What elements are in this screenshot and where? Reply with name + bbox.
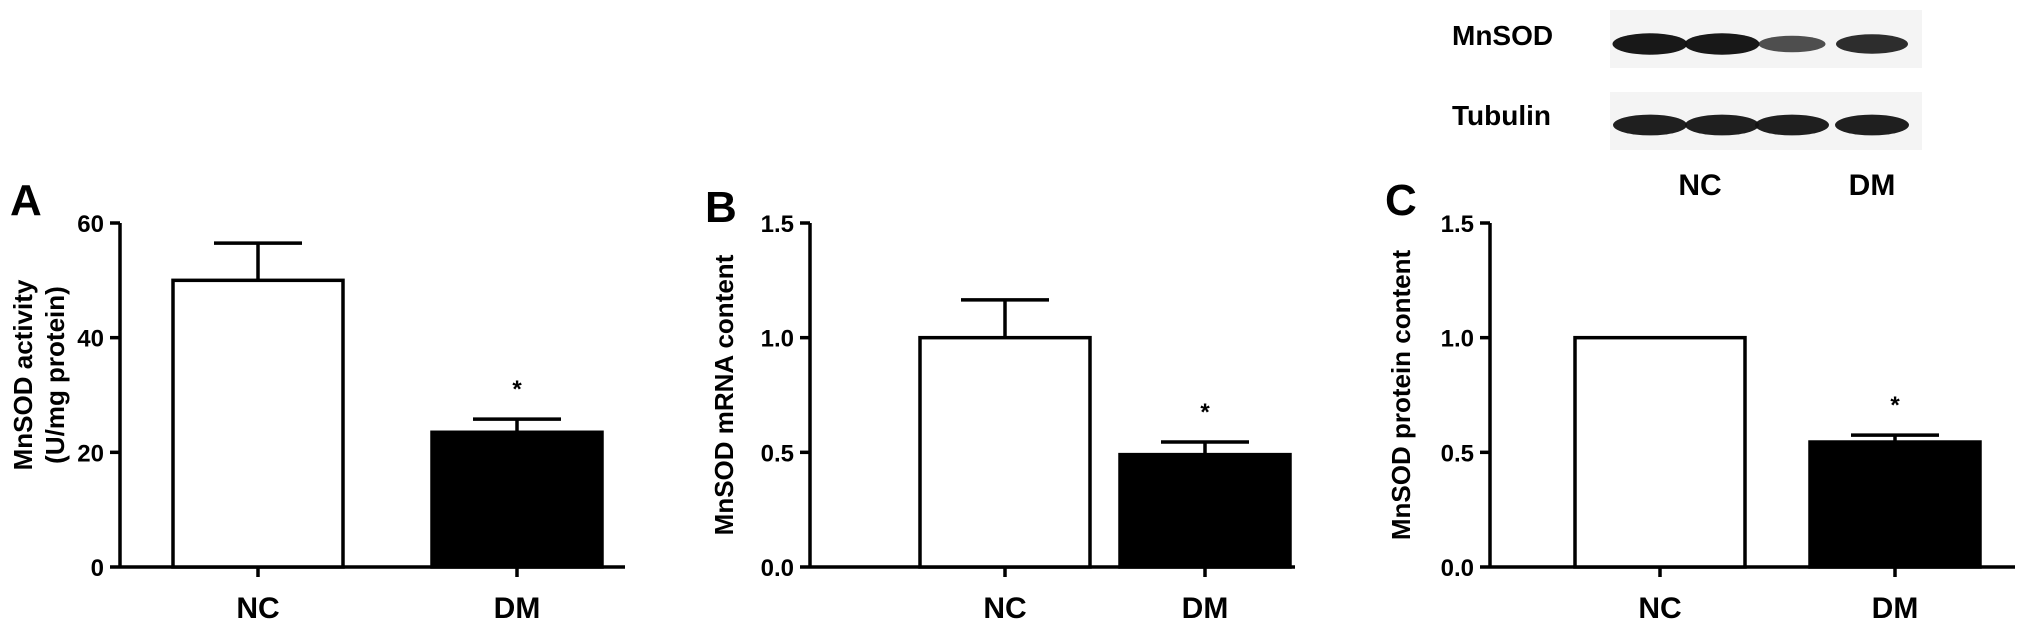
- y-tick-label-a: 20: [77, 440, 104, 467]
- chart-panel-a: MnSOD activity (U/mg protein) 0 20 40 60 NC D…: [8, 211, 625, 625]
- x-tick-label-b: NC: [983, 592, 1026, 625]
- x-tick-label-b: DM: [1182, 592, 1229, 625]
- blot-band-tubulin-lane-4: [1835, 114, 1909, 136]
- bar-a-nc: [171, 278, 345, 569]
- x-tick-label-a: DM: [494, 592, 541, 625]
- y-axis-label-a: MnSOD activity: [8, 279, 38, 470]
- y-axis-label-c: MnSOD protein content: [1386, 250, 1416, 541]
- panel-letter-a: A: [10, 176, 42, 225]
- panel-letter-b: B: [705, 183, 737, 232]
- bar-b-nc: [918, 335, 1092, 569]
- y-tick-label-a: 60: [77, 211, 104, 238]
- bar-b-dm: [1118, 452, 1292, 569]
- blot-group-label-dm: DM: [1849, 169, 1896, 202]
- blot-group-label-nc: NC: [1678, 169, 1721, 202]
- blot-band-mnsod-lane-2: [1684, 33, 1760, 55]
- panel-letter-c: C: [1385, 176, 1417, 225]
- significance-mark-c: *: [1890, 392, 1900, 419]
- y-tick-label-a: 0: [91, 555, 104, 582]
- x-tick-label-c: NC: [1638, 592, 1681, 625]
- significance-mark-a: *: [512, 376, 522, 403]
- x-tick-label-a: NC: [236, 592, 279, 625]
- blot-band-mnsod-lane-4: [1836, 34, 1908, 54]
- y-axis-label-a-units: (U/mg protein): [40, 286, 70, 464]
- chart-panel-c: MnSOD protein content 0.0 0.5 1.0 1.5 NC DM *: [1386, 211, 2015, 625]
- blot-band-tubulin-lane-1: [1613, 114, 1687, 136]
- blot-band-tubulin-lane-2: [1685, 114, 1759, 136]
- blot-row-label-tubulin: Tubulin: [1452, 100, 1551, 131]
- significance-mark-b: *: [1200, 399, 1210, 426]
- y-tick-label-a: 40: [77, 326, 104, 353]
- blot-band-tubulin-lane-3: [1755, 114, 1829, 136]
- bar-a-dm: [430, 430, 604, 569]
- y-tick-label-b: 0.5: [761, 440, 794, 467]
- y-tick-label-b: 1.0: [761, 326, 794, 353]
- bar-c-nc: [1573, 335, 1747, 569]
- y-tick-label-c: 0.5: [1441, 440, 1474, 467]
- y-tick-label-b: 0.0: [761, 555, 794, 582]
- y-tick-label-c: 1.5: [1441, 211, 1474, 238]
- x-tick-label-c: DM: [1872, 592, 1919, 625]
- western-blot: MnSOD Tubulin NC DM: [1452, 10, 1922, 202]
- bar-c-dm: [1808, 440, 1982, 569]
- y-tick-label-b: 1.5: [761, 211, 794, 238]
- blot-row-label-mnsod: MnSOD: [1452, 20, 1553, 51]
- blot-band-mnsod-lane-1: [1612, 33, 1688, 55]
- blot-band-mnsod-lane-3: [1758, 35, 1826, 53]
- chart-panel-b: MnSOD mRNA content 0.0 0.5 1.0 1.5 NC DM *: [709, 211, 1295, 625]
- y-tick-label-c: 0.0: [1441, 555, 1474, 582]
- y-tick-label-c: 1.0: [1441, 326, 1474, 353]
- y-axis-label-b: MnSOD mRNA content: [709, 254, 739, 535]
